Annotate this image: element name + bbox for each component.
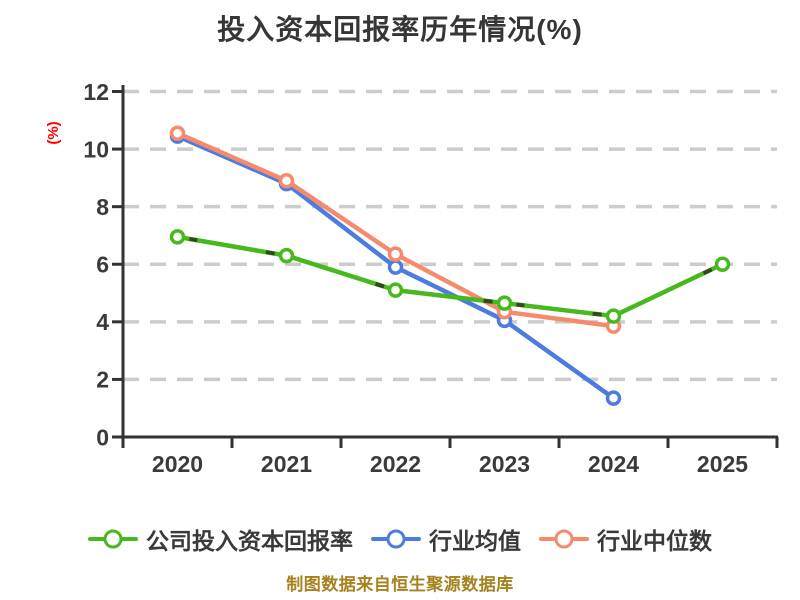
x-tick-label-2023: 2023: [479, 451, 530, 477]
series-line-0: [175, 234, 725, 319]
legend-label: 行业中位数: [597, 528, 712, 554]
x-tick-label-2021: 2021: [261, 451, 312, 477]
data-point-marker-series-1: [605, 390, 622, 406]
y-tick-label-10: 10: [83, 136, 109, 162]
x-tick-label-2025: 2025: [697, 451, 748, 477]
line-dash-artifact: [188, 236, 198, 243]
legend-circle-marker-icon: [103, 529, 123, 549]
legend-line-marker-icon: [539, 529, 589, 549]
line-dash-artifact: [592, 311, 602, 317]
legend-line-marker-icon: [88, 529, 138, 549]
data-source-caption: 制图数据来自恒生聚源数据库: [286, 575, 514, 594]
legend-circle-marker-icon: [386, 529, 406, 549]
data-point-marker-series-0: [605, 308, 622, 324]
y-tick-label-2: 2: [96, 367, 109, 393]
legend-label: 行业均值: [429, 528, 521, 554]
y-axis-unit-label: (%): [45, 121, 62, 144]
data-point-marker-series-1: [387, 259, 404, 275]
legend-line-marker-icon: [371, 529, 421, 549]
x-tick-label-2020: 2020: [152, 451, 203, 477]
line-dash-artifact: [702, 267, 713, 276]
data-point-marker-series-0: [387, 282, 404, 298]
legend-item-2[interactable]: 行业中位数: [539, 522, 712, 556]
data-point-marker-series-2: [278, 173, 295, 189]
legend-item-0[interactable]: 公司投入资本回报率: [88, 522, 353, 556]
line-dash-artifact: [516, 302, 525, 308]
legend-item-1[interactable]: 行业均值: [371, 522, 521, 556]
data-point-marker-series-0: [278, 247, 295, 264]
legend: 公司投入资本回报率 行业均值 行业中位数: [0, 522, 800, 556]
page-title: 投入资本回报率历年情况(%): [217, 14, 583, 45]
x-tick-label-2022: 2022: [370, 451, 421, 477]
line-dash-artifact: [374, 281, 385, 289]
data-point-marker-series-0: [169, 229, 186, 245]
y-tick-label-0: 0: [96, 424, 109, 450]
data-point-marker-series-0: [496, 295, 513, 311]
data-point-marker-series-2: [387, 246, 404, 262]
y-tick-label-6: 6: [96, 252, 109, 278]
x-tick-label-2024: 2024: [588, 451, 639, 477]
legend-circle-marker-icon: [554, 529, 574, 549]
y-tick-label-12: 12: [83, 79, 109, 105]
y-tick-label-8: 8: [96, 194, 109, 220]
legend-label: 公司投入资本回报率: [146, 528, 353, 554]
data-point-marker-series-0: [714, 256, 731, 272]
data-point-marker-series-2: [169, 125, 186, 141]
line-dash-artifact: [265, 250, 276, 256]
line-dash-artifact: [483, 298, 493, 304]
y-tick-label-4: 4: [96, 309, 109, 335]
